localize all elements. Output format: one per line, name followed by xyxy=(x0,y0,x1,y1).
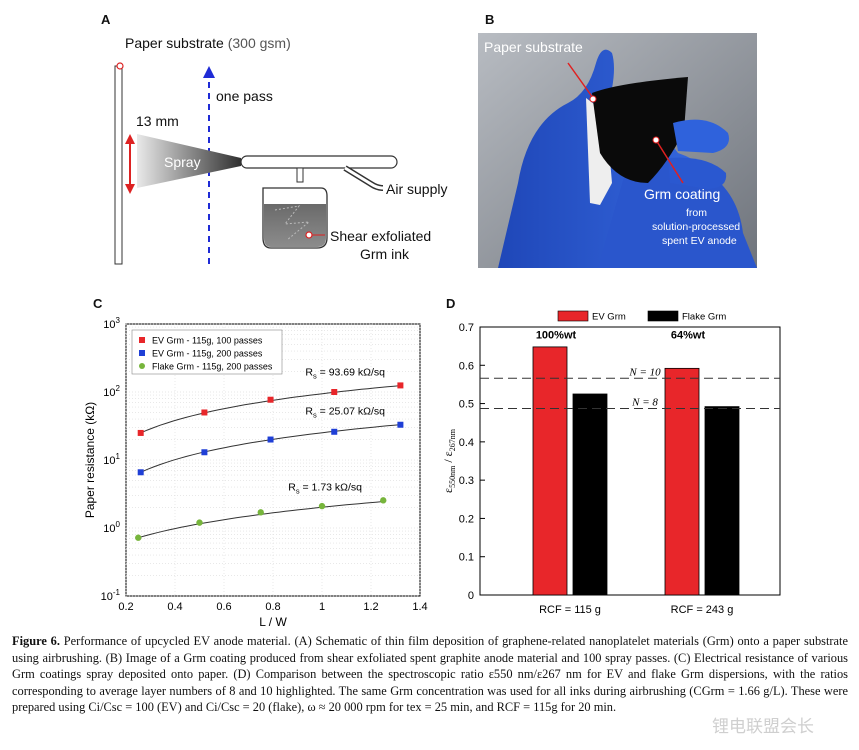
figure-caption: Figure 6. Performance of upcycled EV ano… xyxy=(12,633,848,716)
category-label: RCF = 243 g xyxy=(671,604,734,616)
legend-marker xyxy=(139,337,145,343)
ink-label-line2: Grm ink xyxy=(360,246,409,262)
panel-c-letter: C xyxy=(93,296,103,311)
group-label: 64%wt xyxy=(671,329,706,341)
bar xyxy=(572,393,608,596)
y-tick-label: 0.7 xyxy=(459,322,474,334)
ref-line-label: N = 8 xyxy=(631,397,658,409)
data-point xyxy=(318,502,326,510)
spray-cone xyxy=(137,134,241,188)
data-point xyxy=(380,497,387,504)
legend-entry: EV Grm xyxy=(592,312,626,323)
x-tick-label: 1.2 xyxy=(363,601,378,613)
one-pass-label: one pass xyxy=(216,88,273,104)
ref-line-label: N = 10 xyxy=(628,366,661,378)
x-tick-label: 0.8 xyxy=(265,601,280,613)
glove-hand-image xyxy=(478,33,757,268)
photo-from-line3: spent EV anode xyxy=(662,235,737,247)
x-axis-label: L / W xyxy=(259,615,287,628)
x-tick-label: 0.6 xyxy=(216,601,231,613)
data-point xyxy=(135,534,142,541)
panel-b-letter: B xyxy=(485,12,495,27)
x-tick-label: 1.4 xyxy=(412,601,427,613)
data-point xyxy=(196,519,203,526)
data-point xyxy=(267,396,274,403)
panel-d-letter: D xyxy=(446,296,456,311)
legend-marker xyxy=(139,363,145,369)
y-tick-label: 0.2 xyxy=(459,513,474,525)
data-point xyxy=(267,436,274,443)
caption-text: Performance of upcycled EV anode materia… xyxy=(12,634,848,715)
legend-box xyxy=(131,329,283,375)
paper-marker xyxy=(116,62,124,70)
bar xyxy=(704,406,740,596)
legend-entry: EV Grm - 115g, 100 passes xyxy=(152,336,263,346)
bar xyxy=(664,367,700,596)
x-tick-label: 0.2 xyxy=(118,601,133,613)
photo-from-line1: from xyxy=(686,207,707,219)
y-axis-label: ε550nm / ε267nm xyxy=(441,428,457,493)
y-tick-label: 0.3 xyxy=(459,475,474,487)
legend-marker xyxy=(139,350,145,356)
data-point xyxy=(137,469,144,476)
panel-c-chart: 0.2 0.4 0.6 0.8 1 1.2 1.4 10-1 100 101 102 103 L / W… xyxy=(83,316,428,628)
y-tick-label: 103 xyxy=(103,316,120,331)
panel-d-chart: 0 0.1 0.2 0.3 0.4 0.5 0.6 0.7 ε550nm / ε267nm RCF… xyxy=(441,310,781,616)
panel-a-letter: A xyxy=(101,12,111,27)
airbrush-body xyxy=(240,155,398,169)
data-point xyxy=(331,389,338,395)
fit-value-label: Rs = 25.07 kΩ/sq xyxy=(305,406,385,420)
data-point xyxy=(137,429,144,436)
ink-label-line1: Shear exfoliated xyxy=(330,228,432,244)
y-tick-label: 0.1 xyxy=(459,552,474,564)
data-point xyxy=(397,421,404,428)
spray-label: Spray xyxy=(164,154,201,170)
photo-paper-label: Paper substrate xyxy=(484,39,583,55)
watermark-text: 锂电联盟会长 xyxy=(712,717,814,737)
panel-b-photo: Paper substrate Grm coating from solutio… xyxy=(478,33,757,268)
data-point xyxy=(397,382,404,389)
legend-entry: Flake Grm - 115g, 200 passes xyxy=(152,362,273,372)
x-tick-label: 1 xyxy=(319,601,325,613)
air-supply-label: Air supply xyxy=(386,181,448,197)
bar xyxy=(532,346,568,596)
y-tick-label: 0.5 xyxy=(459,399,474,411)
legend-swatch xyxy=(557,310,589,322)
y-tick-label: 102 xyxy=(103,384,120,399)
y-tick-label: 0.6 xyxy=(459,360,474,372)
paper-substrate-label: Paper substrate (300 gsm) xyxy=(125,35,291,51)
y-axis-label: Paper resistance (kΩ) xyxy=(83,402,97,518)
x-tick-label: 0.4 xyxy=(167,601,182,613)
data-point xyxy=(257,509,264,516)
photo-coating-label: Grm coating xyxy=(644,186,721,202)
fit-value-label: Rs = 93.69 kΩ/sq xyxy=(305,366,385,380)
y-tick-label: 0 xyxy=(468,590,474,602)
group-label: 100%wt xyxy=(536,329,577,341)
y-tick-label: 101 xyxy=(103,452,120,467)
panel-a-schematic xyxy=(114,62,398,265)
data-point xyxy=(201,409,208,416)
data-point xyxy=(201,449,208,456)
legend-swatch xyxy=(647,310,679,322)
fit-value-label: Rs = 1.73 kΩ/sq xyxy=(288,481,362,495)
distance-label: 13 mm xyxy=(136,113,179,129)
y-tick-label: 0.4 xyxy=(459,437,474,449)
caption-figure-label: Figure 6. xyxy=(12,634,60,648)
one-pass-arrowhead xyxy=(203,66,215,78)
legend-entry: Flake Grm xyxy=(682,312,726,323)
y-tick-label: 100 xyxy=(103,520,120,535)
data-point xyxy=(331,428,338,435)
y-tick-label: 10-1 xyxy=(101,588,121,603)
photo-from-line2: solution-processed xyxy=(652,221,741,233)
paper-substrate-shape xyxy=(114,65,123,265)
legend-entry: EV Grm - 115g, 200 passes xyxy=(152,349,263,359)
category-label: RCF = 115 g xyxy=(539,604,601,616)
